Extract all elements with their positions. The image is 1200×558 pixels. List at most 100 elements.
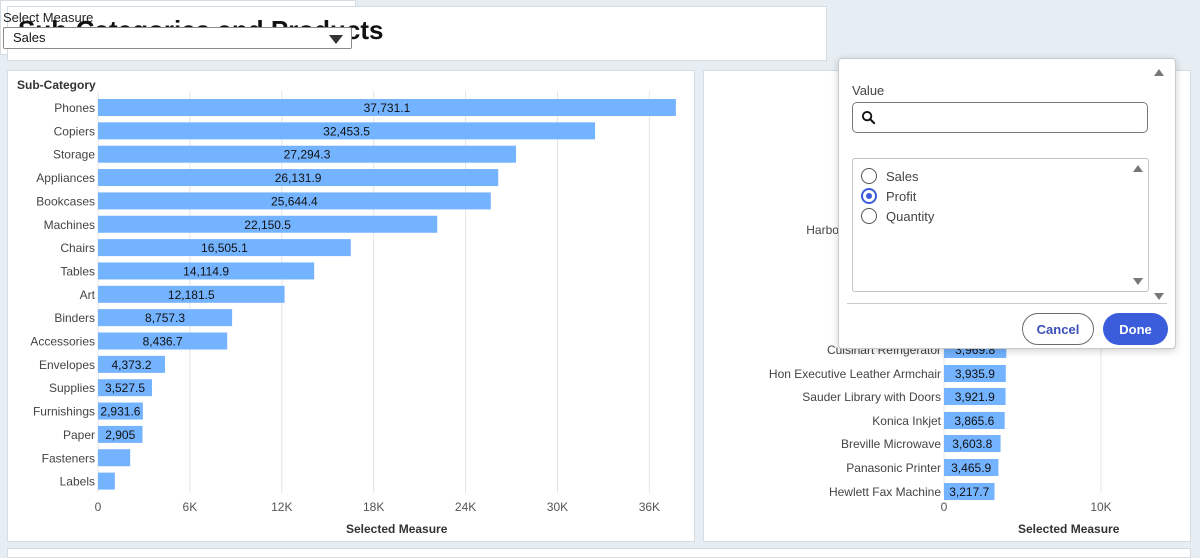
category-label: Envelopes [39,358,95,372]
category-label: Art [80,288,96,302]
subcategory-bar-chart: 0 6K 12K 18K 24K 30K 36K Phones 37,731.1 Copiers 3… [30,91,676,514]
measure-filter-label: Select Measure [3,10,94,25]
bar [944,412,1005,429]
option-sales[interactable]: Sales [861,167,919,185]
radio-quantity[interactable] [861,208,877,224]
category-label: Bookcases [36,194,95,208]
bar [944,483,995,500]
subcategory-chart-panel: Sub-Category 0 6K 12K 18K 24K 30K 36K Phones 37,… [7,70,695,542]
bar [944,459,999,476]
bar [98,425,143,443]
scroll-up-icon[interactable] [1154,69,1164,76]
data-label: 3,603.8 [952,437,992,451]
category-label: Breville Microwave [841,437,941,451]
data-label: 14,114.9 [183,264,229,278]
data-label: 4,373.2 [111,358,151,372]
divider [847,303,1167,304]
bar [944,388,1006,405]
measure-filter-popup: Value Sales Profit Quantity Cancel Done [838,58,1176,349]
measure-select[interactable]: Sales [3,27,352,49]
category-label: Accessories [30,335,95,349]
x-tick-label: 18K [363,500,384,514]
data-label: 3,465.9 [951,461,991,475]
bar [98,309,233,327]
radio-sales[interactable] [861,168,877,184]
option-quantity[interactable]: Quantity [861,207,934,225]
bar [98,99,676,116]
bar [98,192,491,210]
cancel-button[interactable]: Cancel [1022,313,1094,345]
category-label: Tables [60,264,95,278]
popup-value-label: Value [852,83,885,98]
data-label: 2,905 [105,428,135,442]
x-tick-label: 36K [639,500,660,514]
bar [98,285,285,303]
data-label: 2,931.6 [100,405,140,419]
options-list: Sales Profit Quantity [852,158,1149,292]
x-tick-label: 30K [547,500,568,514]
category-label: Supplies [49,381,95,395]
bar [98,145,517,163]
data-label: 12,181.5 [168,288,215,302]
data-label: 3,527.5 [105,381,145,395]
bar [944,365,1006,382]
category-label: Furnishings [33,405,95,419]
category-label: Chairs [60,241,95,255]
product-bar-chart: 010KMoBarricKitcHarbour Creations ExecuB… [769,91,1112,514]
data-label: 22,150.5 [244,218,291,232]
category-label: Fasteners [42,451,95,465]
option-label: Profit [886,188,917,204]
data-label: 8,436.7 [143,335,183,349]
option-label: Sales [886,168,919,184]
bar [98,169,499,187]
category-label: Sauder Library with Doors [802,390,941,404]
x-tick-label: 0 [95,500,102,514]
data-label: 3,217.7 [949,485,989,499]
scroll-down-icon[interactable] [1154,293,1164,300]
category-label: Storage [53,148,95,162]
bar [98,355,165,373]
done-button[interactable]: Done [1103,313,1168,345]
bar [98,215,438,233]
data-label: 8,757.3 [145,311,185,325]
bar [98,262,315,280]
bottom-panel [7,548,1191,558]
category-label: Machines [44,218,95,232]
bar [98,402,143,420]
data-label: 25,644.4 [271,194,318,208]
bar [98,472,115,490]
x-tick-label: 10K [1090,500,1111,514]
x-axis-title-right: Selected Measure [1018,522,1120,536]
x-tick-label: 24K [455,500,476,514]
search-input[interactable] [852,102,1148,133]
category-label: Hon Executive Leather Armchair [769,367,941,381]
radio-profit[interactable] [861,188,877,204]
data-label: 27,294.3 [284,148,331,162]
category-label: Phones [54,101,95,115]
x-tick-label: 6K [183,500,198,514]
list-scroll-down-icon[interactable] [1133,278,1143,285]
caret-down-icon[interactable] [329,35,343,44]
option-label: Quantity [886,208,935,224]
data-label: 16,505.1 [201,241,248,255]
bar [98,122,596,140]
bar [98,379,153,397]
y-axis-title: Sub-Category [17,78,96,92]
search-icon [861,110,876,125]
category-label: Appliances [36,171,95,185]
bar [98,239,351,257]
category-label: Panasonic Printer [846,461,941,475]
data-label: 32,453.5 [323,124,370,138]
measure-select-value: Sales [13,30,46,45]
data-label: 3,935.9 [955,367,995,381]
bar [944,435,1001,452]
category-label: Copiers [54,124,95,138]
list-scroll-up-icon[interactable] [1133,165,1143,172]
data-label: 26,131.9 [275,171,322,185]
x-axis-title: Selected Measure [346,522,448,536]
option-profit[interactable]: Profit [861,187,916,205]
data-label: 37,731.1 [364,101,411,115]
category-label: Hewlett Fax Machine [829,485,941,499]
data-label: 3,865.6 [954,414,994,428]
bar [98,449,131,467]
